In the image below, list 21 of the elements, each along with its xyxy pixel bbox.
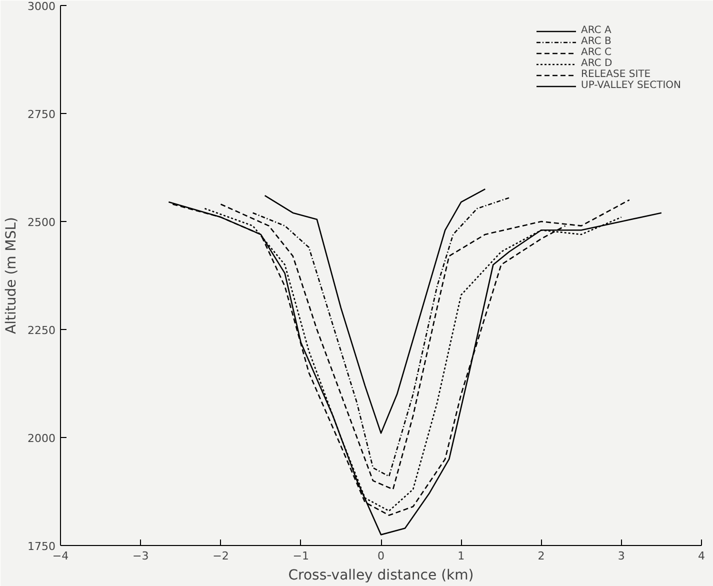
legend-label: ARC C: [581, 47, 612, 58]
y-axis-title: Altitude (m MSL): [4, 217, 20, 334]
legend-label: ARC B: [581, 36, 612, 47]
y-tick-label: 2750: [28, 108, 56, 121]
x-tick-label: 0: [378, 550, 384, 562]
y-tick-label: 2250: [28, 324, 56, 337]
legend-label: ARC A: [581, 25, 612, 36]
x-tick-label: 3: [618, 550, 625, 562]
y-tick-label: 2000: [28, 432, 56, 445]
legend-label: RELEASE SITE: [581, 69, 651, 80]
x-tick-label: −3: [132, 550, 149, 562]
x-tick-label: 4: [698, 550, 705, 562]
x-tick-label: 1: [458, 550, 465, 562]
y-tick-label: 2500: [28, 216, 56, 229]
legend-label: UP-VALLEY SECTION: [581, 80, 681, 91]
x-tick-label: −1: [292, 550, 309, 562]
legend-label: ARC D: [581, 58, 612, 69]
x-tick-label: 2: [538, 550, 545, 562]
y-tick-label: 3000: [28, 0, 56, 13]
x-axis-title: Cross-valley distance (km): [288, 568, 474, 584]
x-tick-label: −2: [212, 550, 229, 562]
